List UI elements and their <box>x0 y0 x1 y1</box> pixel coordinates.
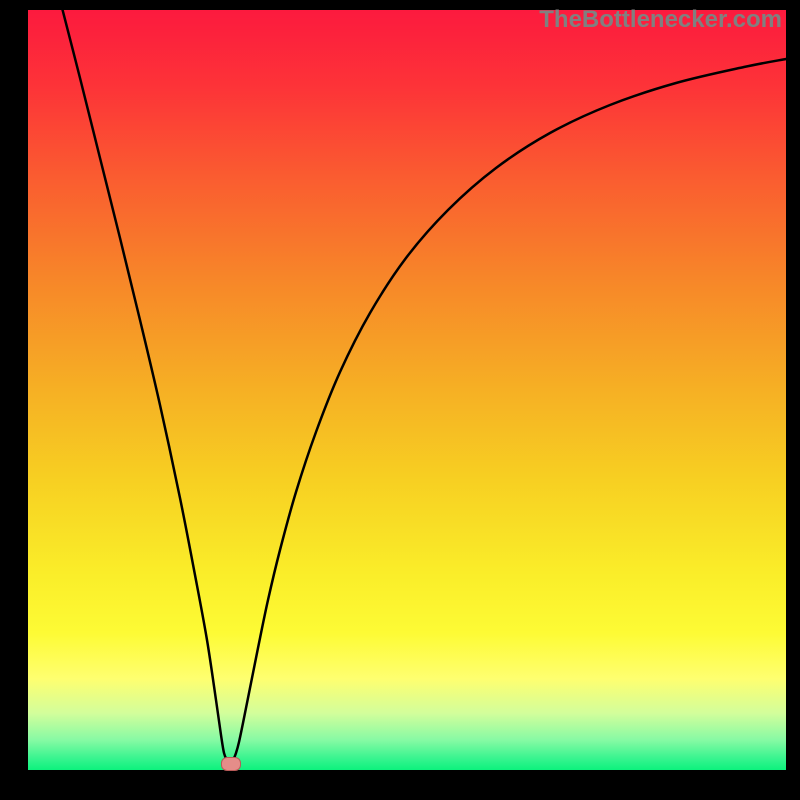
curve-layer <box>28 10 786 770</box>
bottleneck-curve <box>60 0 786 761</box>
chart-root: TheBottlenecker.com <box>0 0 800 800</box>
plot-background <box>28 10 786 770</box>
watermark-text: TheBottlenecker.com <box>539 6 782 34</box>
curve-minimum-marker <box>221 757 241 771</box>
